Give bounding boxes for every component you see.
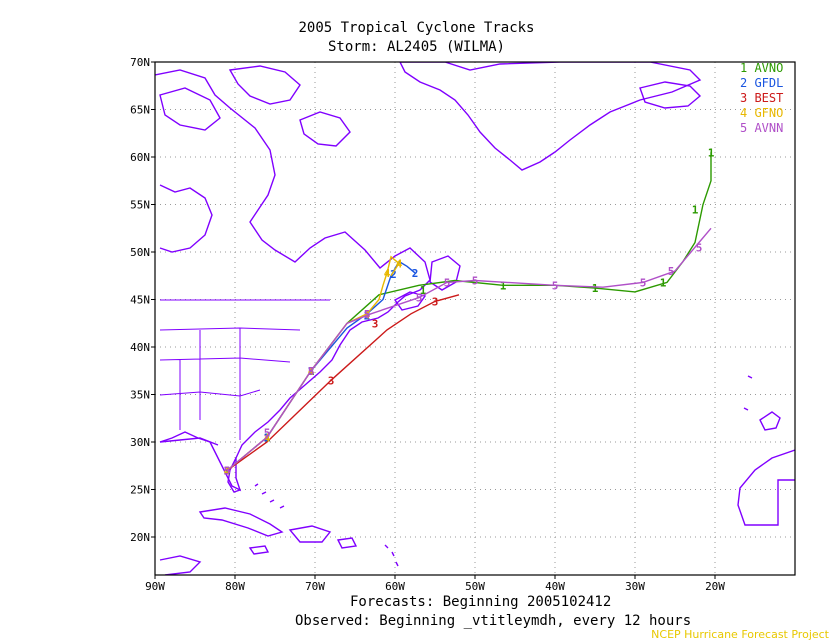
x-tick-label: 40W [545, 580, 565, 593]
track-marker-5: 5 [444, 276, 451, 289]
x-tick-label: 90W [145, 580, 165, 593]
coastlines [155, 62, 795, 575]
track-line-4 [226, 255, 400, 472]
coastline-greenland [399, 62, 702, 171]
footer-forecasts: Forecasts: Beginning 2005102412 [350, 594, 612, 610]
track-map: 90W 80W 70W 60W 50W 40W 30W 20W 70N 65N 60N 55N 50N 4… [130, 56, 796, 593]
coastline-iceland [639, 81, 702, 109]
x-tick-label: 60W [385, 580, 405, 593]
state-borders [159, 299, 330, 440]
track-marker-4: 4 [396, 257, 403, 270]
track-marker-1: 1 [660, 276, 667, 289]
track-line-1 [226, 152, 712, 472]
track-line-3 [226, 294, 460, 472]
track-marker-2: 2 [390, 268, 397, 281]
legend-entry-avno: 1 AVNO [740, 61, 783, 75]
track-marker-5: 5 [640, 276, 647, 289]
track-marker-2: 2 [224, 465, 231, 478]
y-tick-label: 40N [130, 341, 150, 354]
x-tick-label: 80W [225, 580, 245, 593]
y-tick-label: 55N [130, 199, 150, 212]
coastline-hispaniola [288, 525, 332, 543]
track-marker-1: 1 [420, 284, 427, 297]
coastline-north-america [155, 69, 431, 492]
track-marker-5: 5 [364, 308, 371, 321]
coastline-europe-africa [737, 449, 795, 526]
map-title: 2005 Tropical Cyclone Tracks [298, 20, 535, 36]
track-marker-5: 5 [696, 241, 703, 254]
track-marker-5: 5 [472, 275, 479, 288]
credit-text: NCEP Hurricane Forecast Project [651, 628, 829, 641]
x-tick-label: 50W [465, 580, 485, 593]
y-tick-label: 70N [130, 56, 150, 69]
track-marker-1: 1 [500, 279, 507, 292]
track-marker-4: 4 [384, 267, 391, 280]
track-marker-1: 1 [692, 203, 699, 216]
y-tick-label: 50N [130, 246, 150, 259]
coastline-cuba [198, 507, 284, 537]
coastline-arctic-islands [159, 87, 221, 131]
x-tick-label: 20W [705, 580, 725, 593]
legend-entry-best: 3 BEST [740, 91, 783, 105]
track-marker-1: 1 [224, 465, 231, 478]
y-tick-label: 30N [130, 436, 150, 449]
coastline-hudson [159, 184, 213, 253]
legend-entry-avnn: 5 AVNN [740, 121, 783, 135]
legend-entry-gfno: 4 GFNO [740, 106, 783, 120]
track-marker-2: 2 [412, 267, 419, 280]
y-tick-label: 60N [130, 151, 150, 164]
track-marker-5: 5 [416, 292, 423, 305]
track-marker-3: 3 [432, 295, 439, 308]
track-marker-1: 1 [708, 146, 715, 159]
track-marker-5: 5 [224, 465, 231, 478]
track-marker-2: 2 [364, 310, 371, 323]
track-marker-3: 3 [372, 317, 379, 330]
track-marker-3: 3 [328, 374, 335, 387]
legend-entry-gfdl: 2 GFDL [740, 76, 783, 90]
track-marker-5: 5 [552, 279, 559, 292]
track-marker-5: 5 [668, 265, 675, 278]
map-subtitle: Storm: AL2405 (WILMA) [327, 39, 505, 55]
track-marker-4: 4 [224, 465, 231, 478]
track-marker-5: 5 [264, 427, 271, 440]
track-line-5 [226, 227, 712, 472]
y-tick-label: 20N [130, 531, 150, 544]
x-tick-label: 70W [305, 580, 325, 593]
y-tick-label: 45N [130, 294, 150, 307]
track-marker-1: 1 [592, 282, 599, 295]
track-marker-3: 3 [224, 465, 231, 478]
track-marker-5: 5 [308, 365, 315, 378]
axis-ticks: 90W 80W 70W 60W 50W 40W 30W 20W 70N 65N 60N 55N 50N 4… [130, 56, 725, 593]
grid-lines [154, 61, 795, 575]
y-tick-label: 25N [130, 484, 150, 497]
y-tick-label: 35N [130, 389, 150, 402]
y-tick-label: 65N [130, 104, 150, 117]
footer-observed: Observed: Beginning _vtitleymdh, every 1… [295, 613, 692, 629]
x-tick-label: 30W [625, 580, 645, 593]
map-frame [154, 61, 796, 576]
